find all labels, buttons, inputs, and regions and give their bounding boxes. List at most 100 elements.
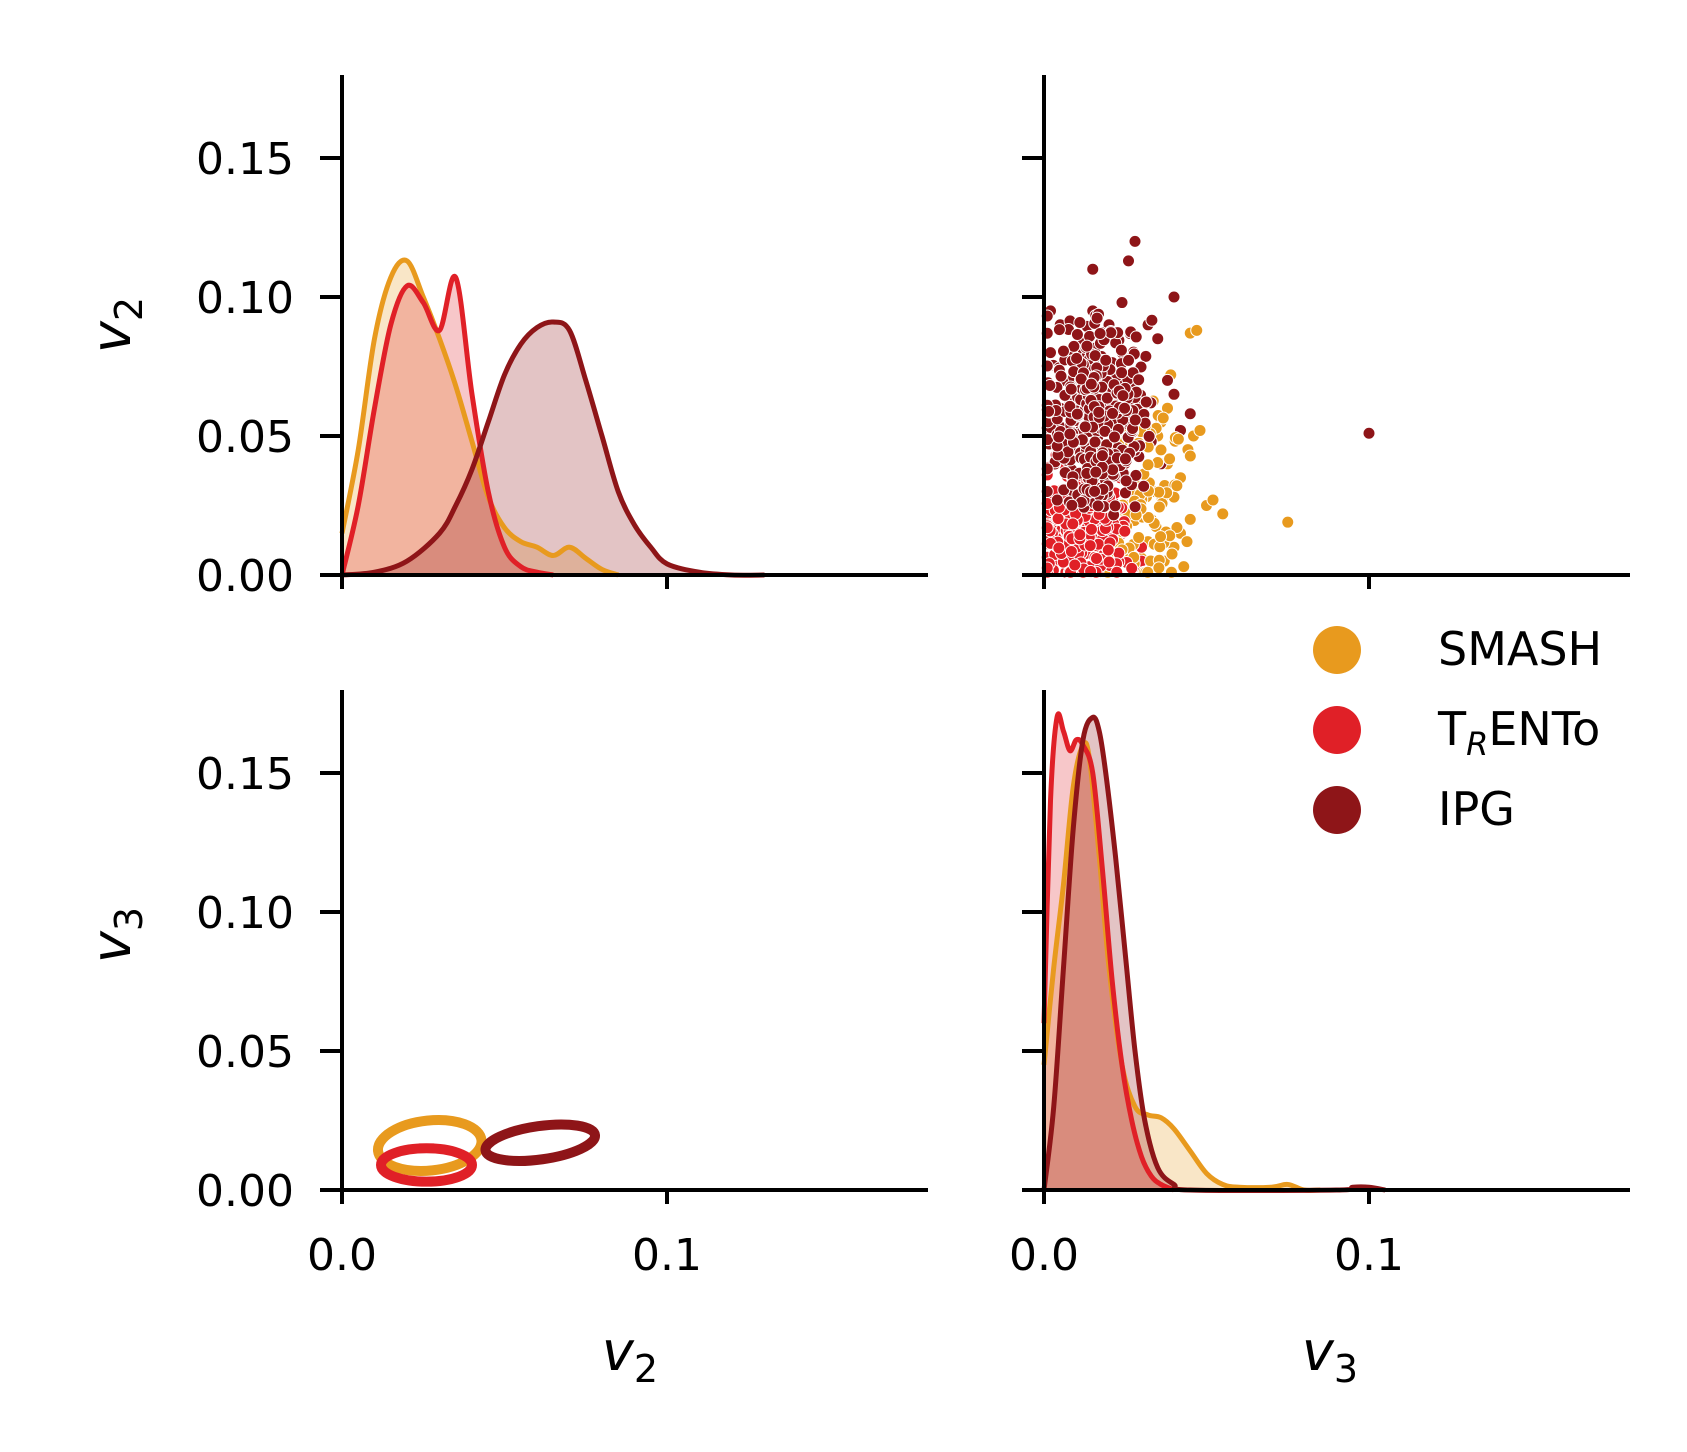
y-tick-label: 0.00 <box>196 551 294 602</box>
scatter-point-ipg <box>1050 493 1064 507</box>
scatter-point-ipg <box>1107 430 1121 444</box>
scatter-point-smash <box>1206 493 1220 507</box>
scatter-point-ipg <box>1139 395 1153 409</box>
scatter-point-ipg <box>1089 465 1103 479</box>
scatter-point-smash <box>1152 561 1166 575</box>
scatter-point-trento <box>1052 541 1066 555</box>
scatter-point-ipg <box>1119 474 1133 488</box>
y-tick-label: 0.10 <box>196 273 294 324</box>
scatter-point-ipg <box>1074 372 1088 386</box>
panel-v3-v2-scatter <box>1022 75 1630 589</box>
scatter-point-ipg <box>1183 407 1197 421</box>
scatter-point-ipg <box>1054 369 1068 383</box>
scatter-point-trento <box>1064 544 1078 558</box>
scatter-point-ipg <box>1086 262 1100 276</box>
scatter-point-smash <box>1156 411 1170 425</box>
scatter-point-trento <box>1125 561 1139 575</box>
scatter-point-ipg <box>1118 452 1132 466</box>
ylabel-top-sub: 2 <box>107 297 151 321</box>
scatter-point-ipg <box>1088 484 1102 498</box>
kde-fill-trento <box>342 276 554 575</box>
scatter-point-smash <box>1154 530 1168 544</box>
scatter-point-smash <box>1171 432 1185 446</box>
scatter-point-ipg <box>1104 326 1118 340</box>
scatter-point-ipg <box>1044 346 1057 360</box>
scatter-point-trento <box>1084 522 1098 536</box>
scatter-point-trento <box>1101 543 1115 557</box>
scatter-point-ipg <box>1116 389 1130 403</box>
scatter-point-ipg <box>1114 343 1128 357</box>
kde-fill-smash <box>342 260 619 575</box>
scatter-point-ipg <box>1145 313 1159 327</box>
scatter-point-ipg <box>1098 424 1112 438</box>
legend-label-ipg: IPG <box>1438 782 1515 836</box>
scatter-point-ipg <box>1078 420 1092 434</box>
scatter-point-ipg <box>1052 323 1066 337</box>
legend-label-trento-main: T <box>1437 702 1467 756</box>
scatter-point-trento <box>1068 558 1082 572</box>
scatter-point-smash <box>1165 547 1179 561</box>
scatter-point-ipg <box>1070 407 1084 421</box>
x-tick-label: 0.1 <box>1334 1230 1404 1281</box>
scatter-point-ipg <box>1167 387 1181 401</box>
legend-label-trento-sub: R <box>1466 725 1488 763</box>
scatter-point-ipg <box>1052 430 1066 444</box>
kde-line-smash <box>339 257 620 578</box>
x-tick-label: 0.0 <box>307 1230 377 1281</box>
scatter-point-ipg <box>1128 500 1142 514</box>
scatter-point-trento <box>1066 517 1080 531</box>
scatter-point-smash <box>1180 535 1194 549</box>
ylabel-top: v2 <box>80 297 151 353</box>
scatter-point-ipg <box>1067 339 1081 353</box>
scatter-point-ipg <box>1056 344 1070 358</box>
scatter-point-smash <box>1163 452 1177 466</box>
xlabel-left-sub: 2 <box>634 1347 658 1391</box>
scatter-point-smash <box>1183 449 1197 463</box>
scatter-point-ipg <box>1161 373 1174 387</box>
scatter-point-smash <box>1152 500 1166 514</box>
scatter-point-smash <box>1170 520 1184 534</box>
scatter-point-ipg <box>1093 327 1107 341</box>
xlabel-left-base: v <box>602 1320 635 1383</box>
scatter-point-smash <box>1170 479 1184 493</box>
scatter-point-trento <box>1073 528 1087 542</box>
scatter-point-ipg <box>1137 479 1151 493</box>
legend-marker-smash <box>1313 626 1361 674</box>
scatter-point-ipg <box>1084 377 1098 391</box>
scatter-point-trento <box>1051 512 1065 526</box>
scatter-point-ipg <box>1151 332 1165 346</box>
kde-fill-ipg <box>1044 717 1386 1191</box>
scatter-point-ipg <box>1122 353 1136 367</box>
scatter-point-ipg <box>1128 413 1142 427</box>
scatter-point-ipg <box>1129 468 1143 482</box>
kde-line-smash <box>1041 740 1321 1193</box>
scatter-point-smash <box>1141 458 1155 472</box>
scatter-point-ipg <box>1065 477 1079 491</box>
kde-fill-ipg <box>342 321 765 576</box>
scatter-point-ipg <box>1070 327 1084 341</box>
scatter-point-trento <box>1118 524 1132 538</box>
scatter-point-trento <box>1102 555 1116 569</box>
kde-line-trento <box>1041 711 1175 1193</box>
scatter-point-smash <box>1216 507 1230 521</box>
contour-ipg <box>480 1119 601 1166</box>
scatter-point-ipg <box>1118 401 1132 415</box>
scatter-point-trento <box>1090 551 1104 565</box>
scatter-point-ipg <box>1090 311 1104 325</box>
scatter-point-ipg <box>1099 353 1113 367</box>
scatter-point-ipg <box>1095 449 1109 463</box>
scatter-point-smash <box>1132 530 1146 544</box>
legend: SMASH TRENTo IPG <box>1313 622 1602 836</box>
scatter-point-ipg <box>1091 499 1105 513</box>
scatter-point-ipg <box>1362 426 1376 440</box>
legend-label-smash: SMASH <box>1438 622 1602 676</box>
scatter-point-smash <box>1193 423 1207 437</box>
contour-trento <box>376 1143 477 1187</box>
ylabel-top-base: v <box>80 320 143 353</box>
x-tick-label: 0.0 <box>1009 1230 1079 1281</box>
scatter-point-ipg <box>1129 330 1143 344</box>
scatter-point-smash <box>1177 560 1191 574</box>
scatter-point-smash <box>1154 443 1168 457</box>
y-tick-label: 0.05 <box>196 412 294 463</box>
scatter-point-ipg <box>1132 373 1146 387</box>
